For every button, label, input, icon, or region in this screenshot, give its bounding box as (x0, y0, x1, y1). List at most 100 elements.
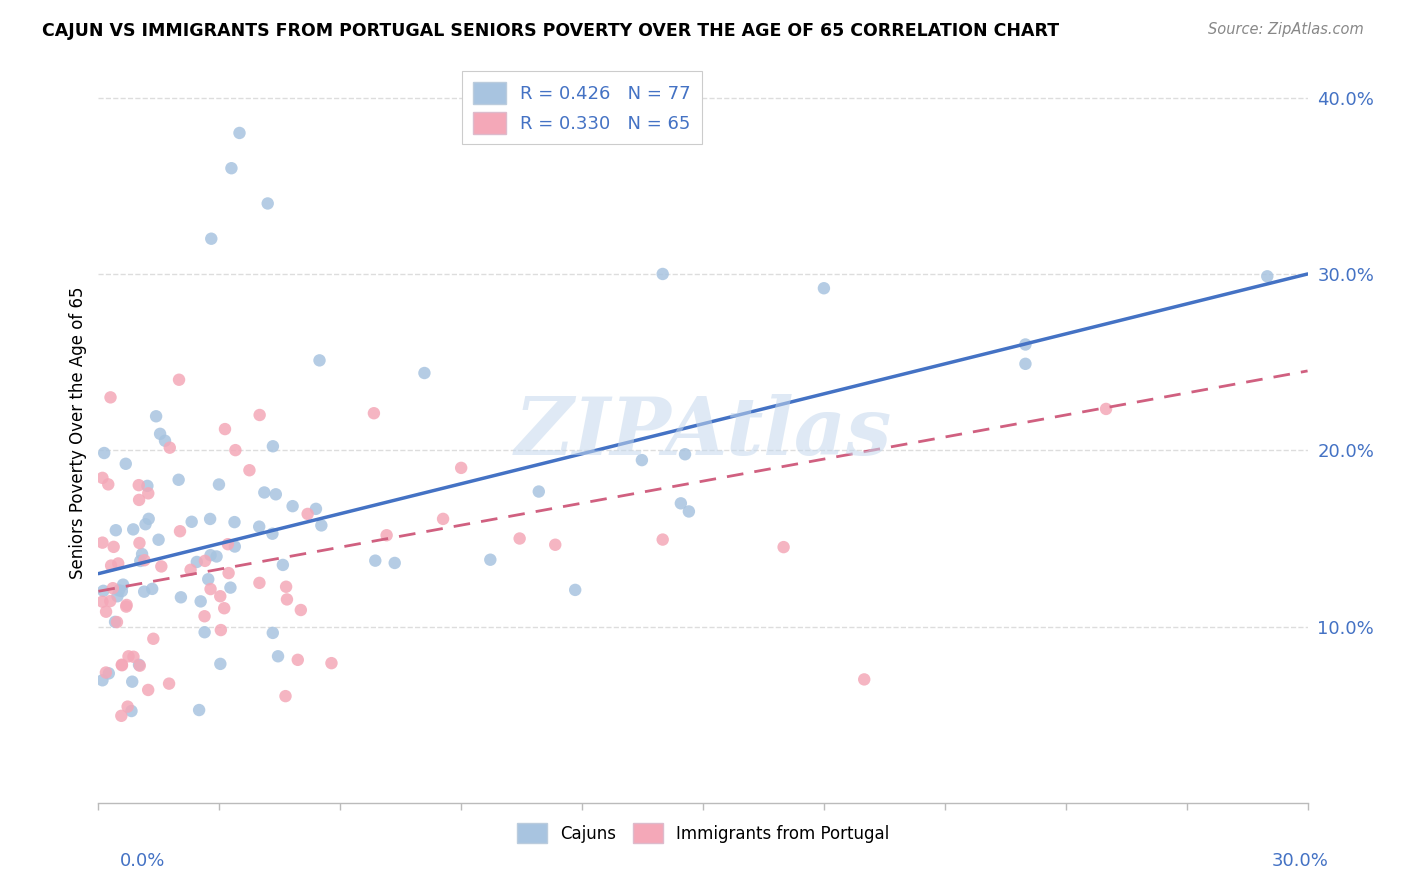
Point (214, 422, 236, 436)
Point (262, 526, 284, 541)
Point (297, 507, 319, 521)
Point (121, 704, 143, 718)
Point (101, 581, 124, 595)
Point (1014, 337, 1036, 351)
Point (157, 676, 180, 690)
Y-axis label: Seniors Poverty Over the Age of 65: Seniors Poverty Over the Age of 65 (69, 286, 87, 579)
Point (384, 556, 406, 570)
Point (190, 594, 212, 608)
Point (145, 409, 167, 424)
Point (651, 533, 673, 547)
Point (631, 453, 654, 467)
Point (103, 540, 125, 554)
Point (97, 666, 120, 681)
Point (93, 446, 115, 460)
Point (479, 552, 502, 566)
Point (141, 582, 163, 596)
Point (198, 512, 221, 526)
Point (224, 540, 246, 554)
Point (142, 632, 165, 646)
Point (180, 563, 202, 577)
Point (100, 390, 122, 404)
Point (121, 674, 143, 689)
Text: Source: ZipAtlas.com: Source: ZipAtlas.com (1208, 22, 1364, 37)
Point (180, 515, 202, 529)
Point (256, 196, 278, 211)
Point (167, 373, 190, 387)
Point (122, 649, 145, 664)
Point (94, 605, 117, 619)
Point (200, 548, 222, 562)
Point (1095, 401, 1118, 416)
Point (274, 580, 297, 594)
Point (107, 557, 129, 571)
Point (93, 583, 115, 598)
Text: 30.0%: 30.0% (1272, 852, 1329, 870)
Point (276, 592, 298, 607)
Point (311, 518, 333, 533)
Point (94, 665, 117, 680)
Point (138, 512, 160, 526)
Point (253, 485, 276, 500)
Point (219, 581, 242, 595)
Point (221, 161, 243, 176)
Legend: Cajuns, Immigrants from Portugal: Cajuns, Immigrants from Portugal (510, 816, 896, 850)
Point (209, 623, 232, 637)
Point (122, 522, 145, 536)
Point (150, 559, 173, 574)
Point (363, 406, 385, 420)
Point (97, 477, 120, 491)
Point (290, 603, 312, 617)
Text: ZIPAtlas: ZIPAtlas (515, 394, 891, 471)
Point (544, 538, 567, 552)
Point (308, 353, 330, 368)
Point (104, 615, 127, 629)
Point (128, 492, 150, 507)
Point (110, 708, 132, 723)
Point (107, 589, 129, 603)
Point (305, 501, 328, 516)
Point (413, 366, 436, 380)
Point (264, 487, 287, 501)
Point (111, 584, 134, 599)
Point (193, 609, 215, 624)
Point (131, 547, 153, 561)
Point (167, 473, 190, 487)
Point (194, 625, 217, 640)
Point (188, 703, 211, 717)
Point (129, 554, 152, 568)
Point (136, 682, 159, 697)
Point (117, 649, 139, 664)
Point (772, 540, 794, 554)
Point (128, 658, 150, 673)
Point (108, 583, 131, 598)
Point (247, 519, 270, 533)
Point (364, 554, 387, 568)
Point (91, 535, 114, 549)
Point (200, 232, 222, 246)
Point (228, 126, 250, 140)
Point (169, 524, 191, 539)
Point (98, 594, 121, 608)
Point (112, 577, 135, 591)
Point (262, 439, 284, 453)
Text: 0.0%: 0.0% (120, 852, 165, 870)
Point (238, 463, 260, 477)
Point (564, 582, 586, 597)
Point (853, 673, 876, 687)
Point (200, 582, 222, 596)
Point (281, 499, 304, 513)
Point (209, 657, 232, 671)
Point (91, 471, 114, 485)
Point (673, 447, 696, 461)
Point (321, 656, 343, 670)
Point (509, 532, 531, 546)
Point (271, 558, 294, 572)
Point (527, 484, 550, 499)
Point (194, 554, 217, 568)
Point (249, 575, 271, 590)
Point (128, 536, 150, 550)
Point (115, 598, 138, 612)
Point (128, 657, 150, 672)
Point (153, 434, 176, 448)
